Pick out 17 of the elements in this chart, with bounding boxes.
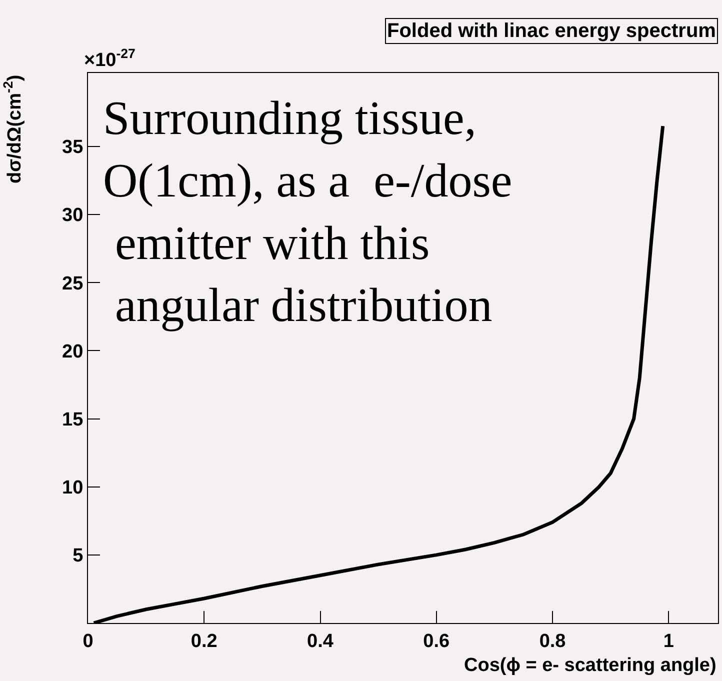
y-tick-label: 25 <box>62 273 84 294</box>
y-tick-label: 10 <box>62 478 84 499</box>
text: ×10$^{-27}$ <box>84 46 136 71</box>
y-tick-label: 20 <box>62 341 84 362</box>
y-tick-label: 30 <box>62 205 84 226</box>
x-tick-label: 1 <box>663 630 674 652</box>
x-tick-label: 0.8 <box>539 630 566 652</box>
x-tick-label: 0.4 <box>307 630 334 652</box>
x-tick-label: 0.6 <box>423 630 450 652</box>
y-tick-label: 15 <box>62 409 84 430</box>
chart-title: Folded with linac energy spectrum <box>387 20 716 42</box>
x-axis-title: Cos(ϕ = e- scattering angle) <box>464 655 716 676</box>
annotation: Surrounding tissue, O(1cm), as a e-/dose emitter with this angular distribution <box>103 92 512 332</box>
y-tick-label: 35 <box>62 137 84 158</box>
x-tick-label: 0.2 <box>190 630 218 652</box>
y-tick-label: 5 <box>72 546 84 567</box>
x-tick-label: 0 <box>82 630 94 652</box>
